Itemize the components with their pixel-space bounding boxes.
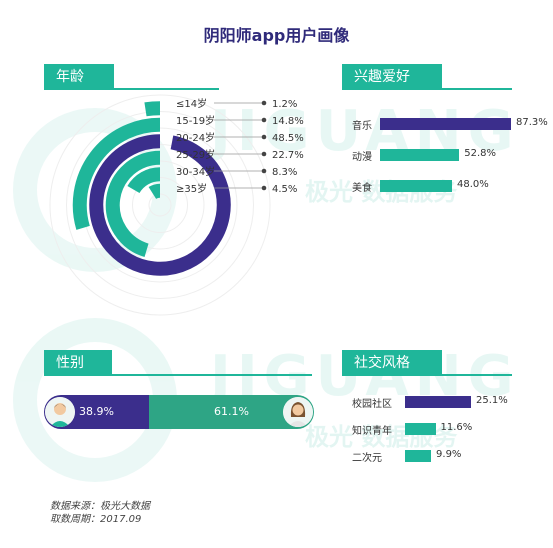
social-value-label: 9.9% [436, 449, 462, 460]
interest-value-label: 52.8% [464, 148, 496, 159]
social-bar [405, 450, 432, 462]
age-leader-dot [261, 100, 267, 106]
age-leader-dot [261, 117, 267, 123]
interest-category-label: 音乐 [352, 121, 372, 132]
age-arc-0 [144, 101, 161, 117]
social-category-label: 知识青年 [352, 426, 392, 437]
age-value-label: 4.5% [272, 184, 297, 195]
age-arc-2 [89, 134, 231, 276]
section-underline-gender [112, 374, 312, 376]
social-category-label: 二次元 [352, 453, 382, 464]
interest-bar [380, 149, 460, 161]
data-source: 数据来源：极光大数据 取数周期：2017.09 [50, 500, 150, 526]
gender-bar: 38.9% 61.1% [44, 395, 314, 429]
gender-value-female: 61.1% [214, 405, 249, 418]
social-bar [405, 423, 436, 435]
age-category-label: 30-34岁 [176, 165, 215, 178]
age-leader-dot [261, 134, 267, 140]
social-bar [405, 396, 471, 408]
age-value-label: 48.5% [272, 133, 304, 144]
age-arc-1 [72, 117, 161, 230]
interest-category-label: 动漫 [352, 152, 372, 163]
interest-category-label: 美食 [352, 183, 372, 194]
section-label-social: 社交风格 [342, 350, 442, 376]
age-category-label: 15-19岁 [176, 114, 215, 127]
data-source-line: 数据来源：极光大数据 [50, 501, 150, 512]
age-leader-dot [261, 185, 267, 191]
age-category-label: ≥35岁 [176, 182, 207, 195]
interest-value-label: 87.3% [516, 117, 548, 128]
data-period-line: 取数周期：2017.09 [50, 514, 142, 525]
age-leader-dot [261, 168, 267, 174]
age-arc-4 [127, 167, 161, 194]
age-value-label: 14.8% [272, 116, 304, 127]
female-avatar-icon [283, 397, 313, 427]
interest-bar [380, 118, 511, 130]
age-arc-5 [148, 183, 161, 200]
section-underline-social [442, 374, 512, 376]
age-value-label: 1.2% [272, 99, 297, 110]
age-value-label: 8.3% [272, 167, 297, 178]
social-category-label: 校园社区 [352, 399, 392, 410]
age-category-label: ≤14岁 [176, 97, 207, 110]
age-arc-3 [105, 150, 161, 257]
age-grid-circle [49, 94, 271, 316]
age-category-label: 20-24岁 [176, 131, 215, 144]
section-label-interests: 兴趣爱好 [342, 64, 442, 90]
section-underline-age [114, 88, 219, 90]
age-leader-dot [261, 151, 267, 157]
gender-value-male: 38.9% [79, 405, 114, 418]
section-label-gender: 性别 [44, 350, 112, 376]
interest-value-label: 48.0% [457, 179, 489, 190]
section-underline-interests [442, 88, 512, 90]
male-avatar-icon [45, 397, 75, 427]
page-title: 阴阳师app用户画像 [203, 26, 350, 45]
section-label-age: 年龄 [44, 64, 114, 90]
social-value-label: 11.6% [440, 422, 473, 433]
social-value-label: 25.1% [476, 395, 508, 406]
age-category-label: 25-29岁 [176, 148, 215, 161]
age-value-label: 22.7% [272, 150, 304, 161]
interest-bar [380, 180, 453, 192]
